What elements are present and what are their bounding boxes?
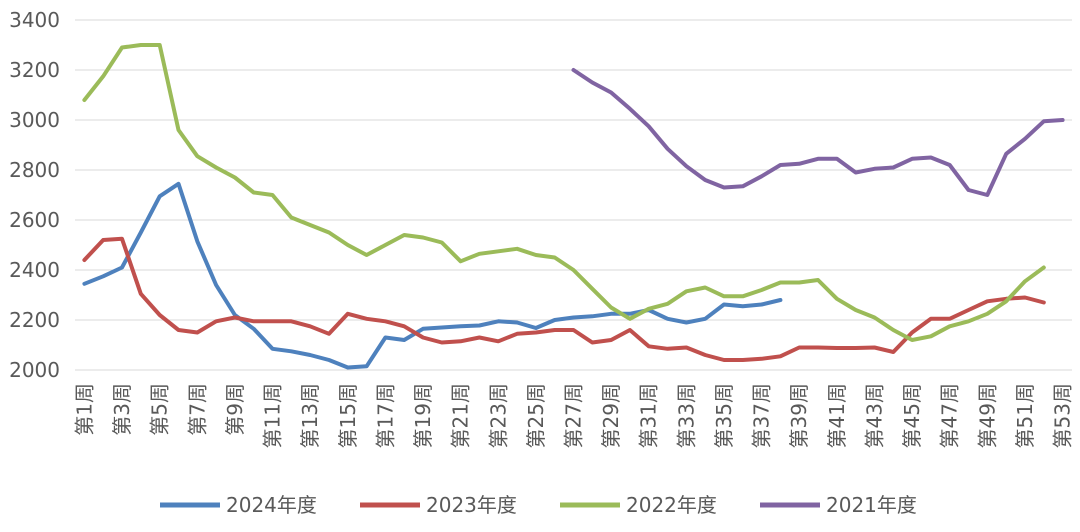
- series-line-0: [82, 181, 783, 370]
- legend-label-0: 2024年度: [226, 493, 317, 517]
- x-tick-label: 第25周: [524, 383, 548, 448]
- series-lines: [82, 43, 1065, 370]
- y-tick-label: 3000: [9, 108, 60, 132]
- x-axis-ticks: 第1周 第3周 第5周 第7周 第9周 第11周 第13周 第15周 第17周 第19周 第21周第…: [72, 383, 1074, 448]
- x-tick-label: 第53周: [1051, 383, 1075, 448]
- y-tick-label: 2800: [9, 158, 60, 182]
- x-tick-label: 第17周: [373, 383, 397, 448]
- x-tick-label: 第21周: [449, 383, 473, 448]
- x-tick-label: 第1周: [72, 383, 96, 436]
- x-tick-label: 第9周: [223, 383, 247, 436]
- x-tick-label: 第13周: [298, 383, 322, 448]
- x-tick-label: 第7周: [185, 383, 209, 436]
- series-line-2: [82, 43, 1046, 342]
- x-tick-label: 第45周: [900, 383, 924, 448]
- y-tick-label: 2000: [9, 358, 60, 382]
- x-tick-label: 第35周: [712, 383, 736, 448]
- x-tick-label: 第31周: [637, 383, 661, 448]
- y-tick-label: 2600: [9, 208, 60, 232]
- x-tick-label: 第41周: [825, 383, 849, 448]
- x-tick-label: 第3周: [110, 383, 134, 436]
- x-tick-label: 第51周: [1013, 383, 1037, 448]
- y-tick-label: 3200: [9, 58, 60, 82]
- x-tick-label: 第37周: [750, 383, 774, 448]
- series-line-1: [82, 236, 1046, 362]
- x-tick-label: 第47周: [938, 383, 962, 448]
- x-tick-label: 第43周: [862, 383, 886, 448]
- x-tick-label: 第29周: [599, 383, 623, 448]
- x-tick-label: 第5周: [148, 383, 172, 436]
- legend-label-3: 2021年度: [826, 493, 917, 517]
- x-tick-label: 第23周: [486, 383, 510, 448]
- legend-label-1: 2023年度: [426, 493, 517, 517]
- series-line-3: [571, 68, 1065, 197]
- x-tick-label: 第19周: [411, 383, 435, 448]
- y-tick-label: 2200: [9, 308, 60, 332]
- x-tick-label: 第15周: [336, 383, 360, 448]
- y-axis-ticks: 2000 2200 2400 2600 2800 3000 3200 3400: [9, 8, 60, 382]
- legend: 2024年度 2023年度 2022年度 2021年度: [160, 493, 917, 517]
- x-tick-label: 第49周: [975, 383, 999, 448]
- y-tick-label: 3400: [9, 8, 60, 32]
- x-tick-label: 第33周: [674, 383, 698, 448]
- x-tick-label: 第11周: [261, 383, 285, 448]
- legend-label-2: 2022年度: [626, 493, 717, 517]
- x-tick-label: 第39周: [787, 383, 811, 448]
- x-tick-label: 第27周: [562, 383, 586, 448]
- y-tick-label: 2400: [9, 258, 60, 282]
